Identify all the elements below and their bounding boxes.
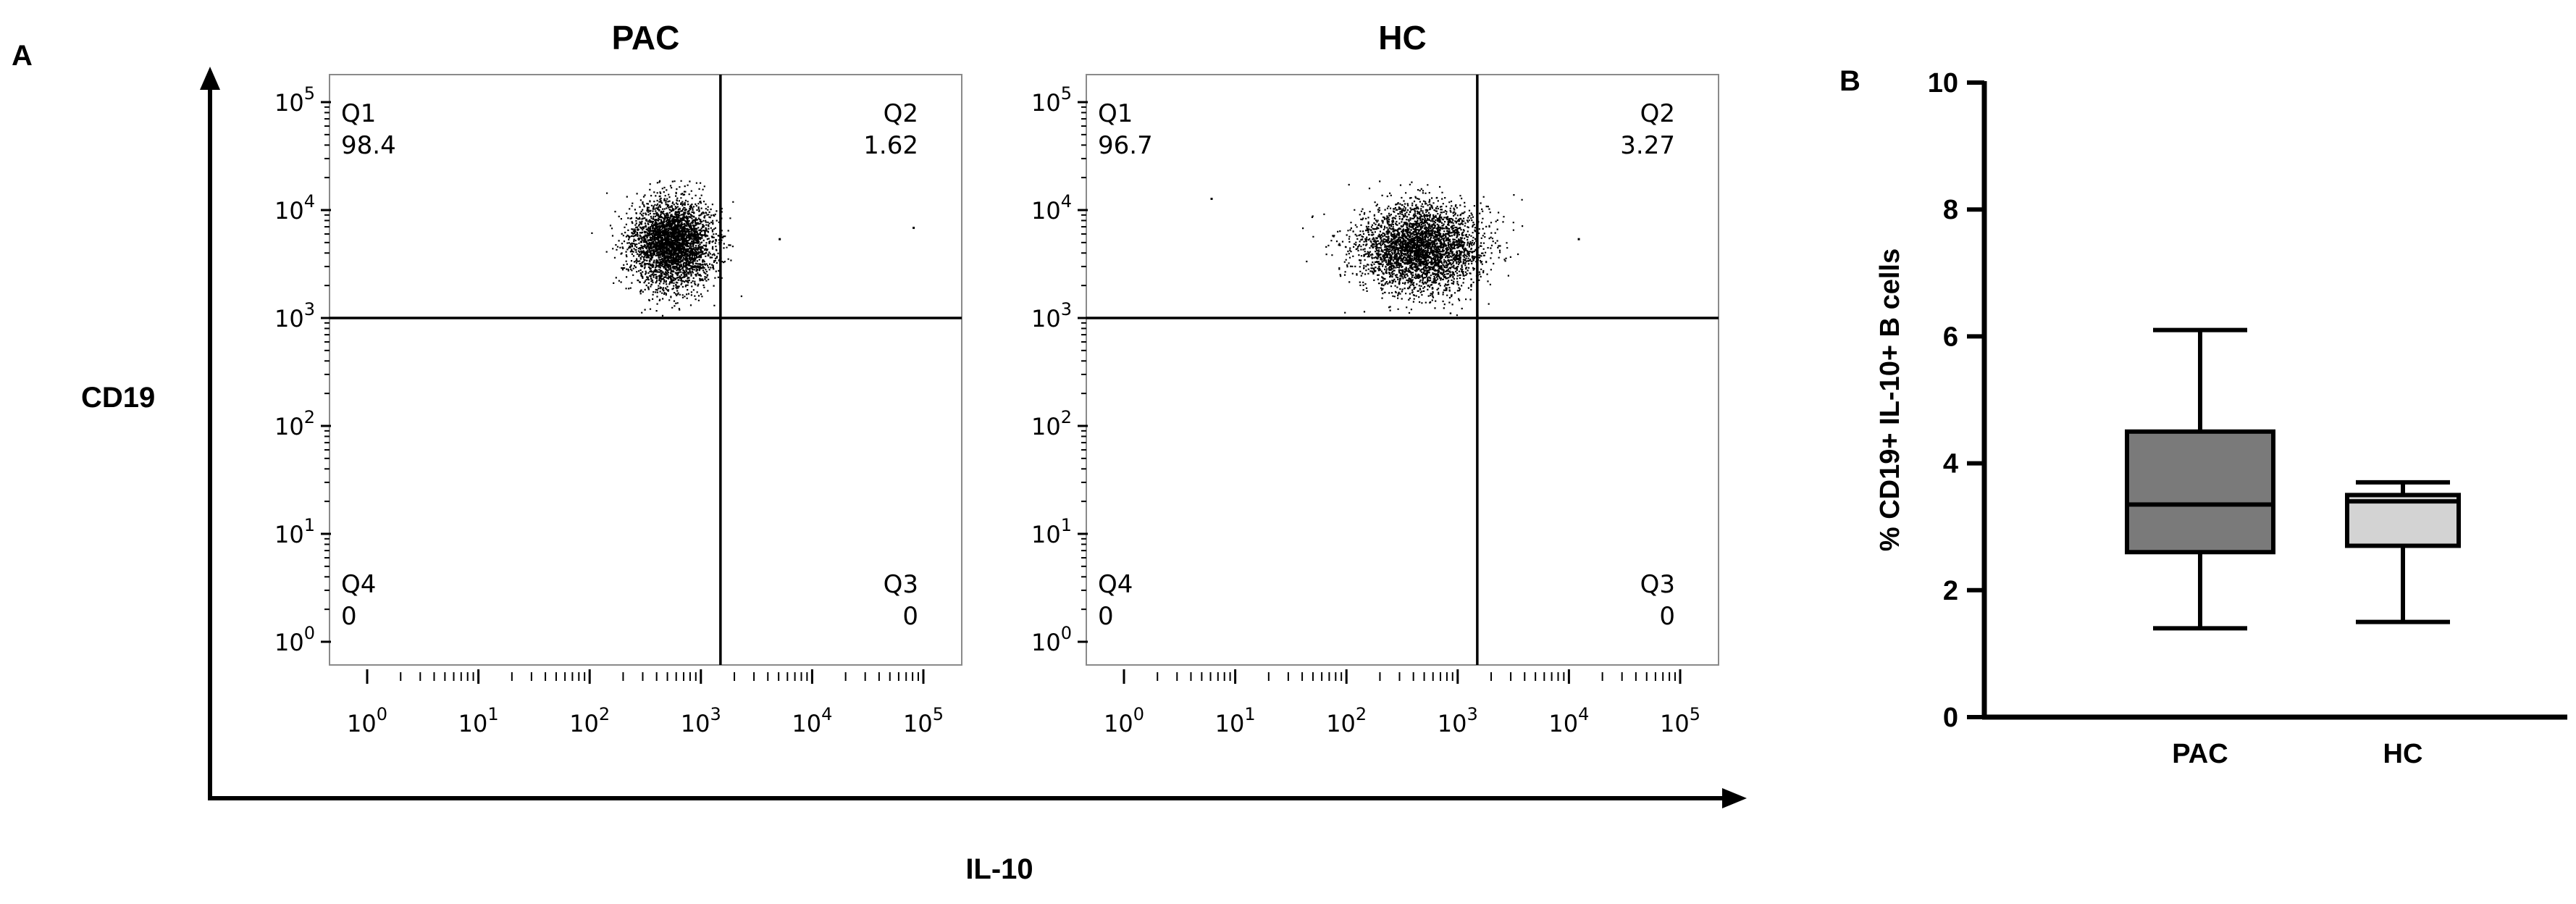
y-tick-label: 104 (1031, 191, 1072, 225)
x-tick-exponent: 4 (821, 704, 832, 724)
x-tick-exponent: 3 (1467, 704, 1478, 724)
event-dots (591, 180, 742, 317)
x-tick-exponent: 0 (1133, 704, 1144, 724)
panel-a-label: A (12, 40, 33, 72)
y-tick-exponent: 1 (1061, 515, 1072, 535)
quadrant-q1-label: Q1 (341, 99, 376, 128)
y-tick-label: 100 (1031, 623, 1072, 656)
quadrant-q3-label: Q3 (884, 570, 918, 599)
pac-category-label: PAC (2172, 739, 2228, 769)
quadrant-q2-label: Q2 (884, 99, 918, 128)
y-tick-label: 102 (1031, 407, 1072, 440)
y-tick-label: 103 (1031, 299, 1072, 332)
x-tick-label: 100 (1104, 704, 1144, 737)
x-tick-label: 104 (792, 704, 832, 737)
shared-x-axis-arrowhead (1722, 788, 1747, 808)
x-tick-exponent: 0 (377, 704, 387, 724)
x-tick-label: 100 (347, 704, 387, 737)
quadrant-q3-value: 0 (1659, 602, 1675, 631)
quadrant-q3-value: 0 (902, 602, 918, 631)
x-tick-exponent: 1 (1244, 704, 1255, 724)
y-tick-exponent: 0 (304, 623, 315, 643)
box-y-tick-label: 4 (1943, 449, 1958, 480)
x-tick-label: 105 (1660, 704, 1700, 737)
x-tick-exponent: 2 (1356, 704, 1367, 724)
quadrant-q4-label: Q4 (1098, 570, 1133, 599)
quadrant-q2-label: Q2 (1640, 99, 1675, 128)
x-tick-label: 104 (1548, 704, 1589, 737)
y-tick-exponent: 5 (1061, 83, 1072, 104)
y-tick-exponent: 3 (304, 299, 315, 319)
quadrant-q4-label: Q4 (341, 570, 376, 599)
event-dots (1302, 180, 1524, 317)
x-tick-exponent: 5 (1690, 704, 1700, 724)
outlier-event (912, 227, 915, 230)
x-tick-exponent: 2 (599, 704, 610, 724)
x-tick-label: 102 (569, 704, 610, 737)
flow-plot-hc: HCQ196.7Q23.27Q30Q4010010110210310410510… (1031, 19, 1719, 737)
quadrant-q1-label: Q1 (1098, 99, 1133, 128)
quadrant-q4-value: 0 (1098, 602, 1114, 631)
box-y-axis-label: % CD19+ IL-10+ B cells (1875, 248, 1905, 551)
outlier-event (1210, 198, 1213, 201)
box-y-tick-label: 8 (1943, 195, 1958, 225)
x-tick-exponent: 4 (1578, 704, 1589, 724)
y-tick-exponent: 2 (1061, 407, 1072, 427)
x-tick-label: 103 (681, 704, 721, 737)
box-y-tick-label: 6 (1943, 322, 1958, 352)
quadrant-q1-value: 96.7 (1098, 131, 1153, 160)
box-y-tick-label: 10 (1928, 68, 1958, 99)
x-tick-label: 101 (458, 704, 499, 737)
y-tick-exponent: 4 (304, 191, 315, 212)
quadrant-q3-label: Q3 (1640, 570, 1675, 599)
box-y-tick-label: 0 (1943, 703, 1958, 733)
shared-y-axis-arrowhead (200, 67, 220, 90)
plot-frame (1086, 74, 1719, 666)
x-tick-label: 105 (903, 704, 944, 737)
pac-box (2125, 429, 2275, 555)
y-tick-exponent: 3 (1061, 299, 1072, 319)
y-tick-exponent: 4 (1061, 191, 1072, 212)
y-tick-label: 103 (274, 299, 315, 332)
y-tick-exponent: 2 (304, 407, 315, 427)
x-tick-label: 101 (1215, 704, 1256, 737)
x-tick-label: 102 (1326, 704, 1367, 737)
y-tick-label: 105 (274, 83, 315, 117)
flow-plot-pac: PACQ198.4Q21.62Q30Q401001011021031041051… (274, 19, 962, 737)
hc-category-label: HC (2383, 739, 2423, 769)
plot-title: PAC (612, 19, 680, 56)
y-tick-label: 105 (1031, 83, 1072, 117)
y-tick-label: 100 (274, 623, 315, 656)
y-tick-label: 101 (1031, 515, 1072, 548)
x-tick-label: 103 (1438, 704, 1478, 737)
panel-b-label: B (1839, 65, 1860, 97)
quadrant-q1-value: 98.4 (341, 131, 396, 160)
x-tick-exponent: 5 (933, 704, 944, 724)
y-tick-label: 102 (274, 407, 315, 440)
box-y-tick-label: 2 (1943, 576, 1958, 606)
plot-frame (329, 74, 962, 666)
shared-y-axis-label: CD19 (81, 382, 155, 414)
plot-title: HC (1378, 19, 1426, 56)
y-tick-exponent: 5 (304, 83, 315, 104)
y-tick-exponent: 0 (1061, 623, 1072, 643)
quadrant-q2-value: 1.62 (863, 131, 918, 160)
x-tick-exponent: 1 (487, 704, 498, 724)
quadrant-q2-value: 3.27 (1620, 131, 1675, 160)
x-tick-exponent: 3 (710, 704, 721, 724)
quadrant-q4-value: 0 (341, 602, 357, 631)
shared-x-axis-label: IL-10 (965, 853, 1033, 885)
box-plot: 0 2 4 6 8 10 % CD19+ IL-10+ B cells PAC HC (1875, 68, 2567, 769)
outlier-event (1577, 238, 1580, 240)
y-tick-exponent: 1 (304, 515, 315, 535)
y-tick-label: 104 (274, 191, 315, 225)
y-tick-label: 101 (274, 515, 315, 548)
outlier-event (779, 238, 781, 240)
